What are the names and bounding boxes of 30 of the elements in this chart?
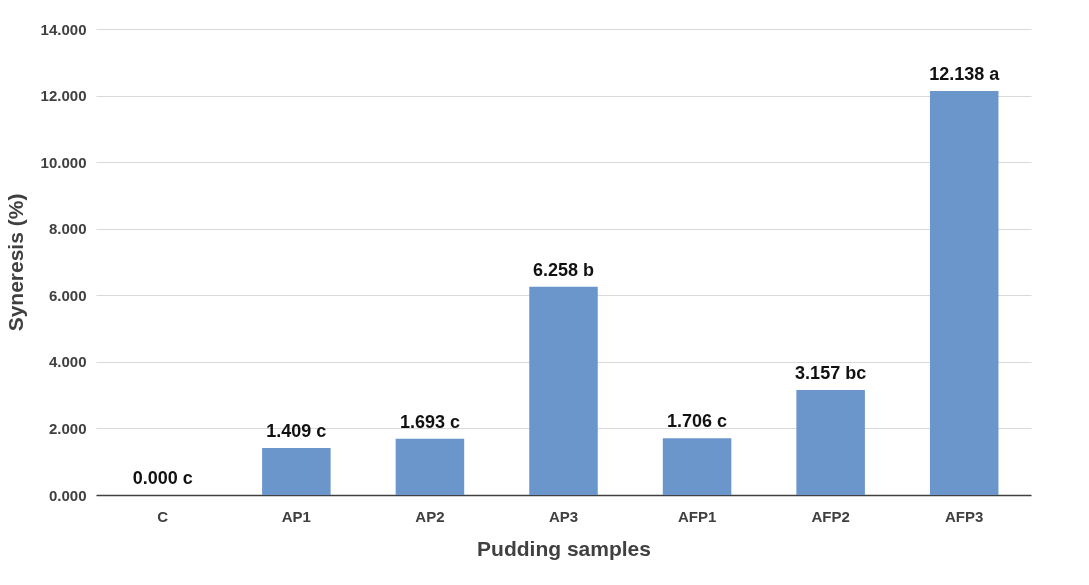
- y-axis-title: Syneresis (%): [3, 193, 27, 332]
- x-axis-title: Pudding samples: [477, 536, 651, 560]
- x-tick-label: AP1: [281, 507, 311, 525]
- y-tick-label: 2.000: [48, 419, 87, 437]
- bar: [529, 286, 598, 495]
- x-tick-label: AP3: [548, 507, 579, 525]
- data-label: 0.000 c: [132, 468, 193, 488]
- data-label: 1.693 c: [399, 411, 460, 432]
- bar: [395, 438, 465, 495]
- x-tick-label: AFP1: [677, 507, 717, 525]
- y-tick-label: 8.000: [48, 220, 87, 238]
- y-tick-label: 10.000: [40, 153, 87, 171]
- x-tick-label: AFP3: [945, 507, 984, 525]
- data-label: 6.258 b: [532, 259, 595, 280]
- x-tick-label: C: [157, 507, 169, 525]
- bar: [796, 389, 865, 495]
- data-label: 3.157 bc: [795, 362, 867, 383]
- data-label: 1.409 c: [266, 421, 327, 442]
- y-tick-label: 0.000: [48, 486, 87, 504]
- x-tick-label: AFP2: [811, 507, 850, 525]
- bar: [929, 90, 999, 495]
- x-tick-label: AP2: [415, 507, 445, 525]
- data-label: 1.706 c: [667, 411, 728, 432]
- y-tick-label: 6.000: [48, 286, 87, 304]
- bar: [662, 438, 732, 495]
- data-label: 12.138 a: [929, 63, 1001, 84]
- y-tick-label: 14.000: [40, 20, 87, 38]
- bar: [262, 448, 331, 495]
- y-tick-label: 12.000: [40, 87, 87, 105]
- y-tick-label: 4.000: [48, 353, 87, 371]
